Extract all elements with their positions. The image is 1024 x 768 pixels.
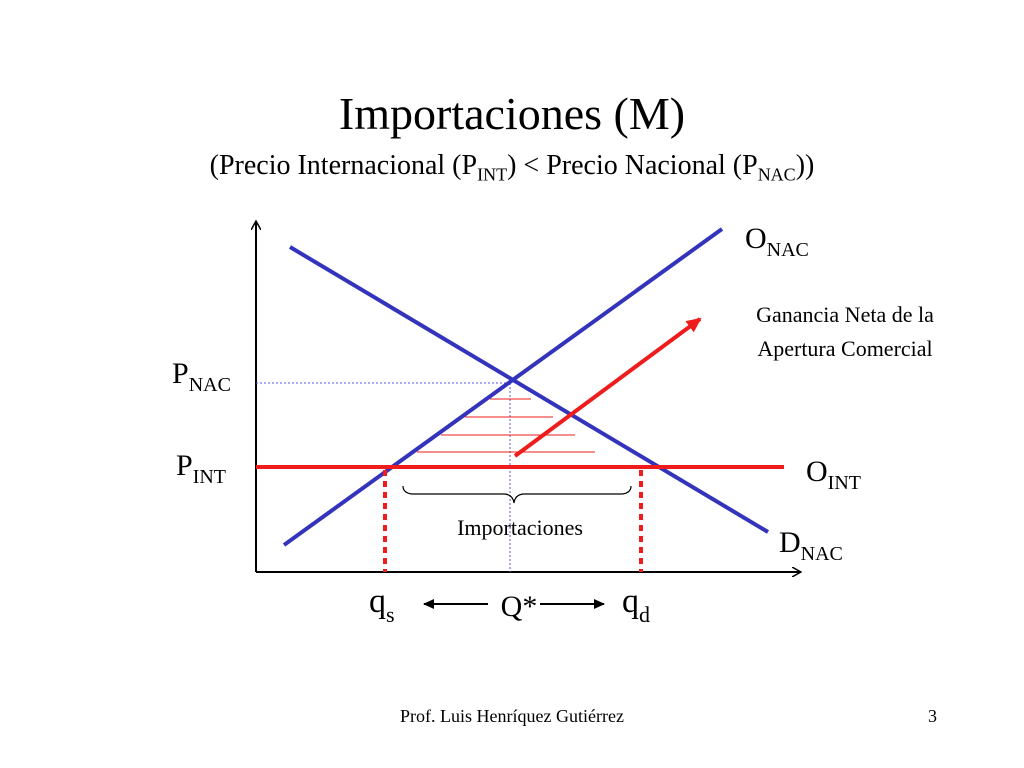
- subtitle-close: )): [795, 150, 815, 181]
- subtitle-middle: ) < Precio Nacional (P: [507, 150, 758, 181]
- slide-title: Importaciones (M): [338, 88, 686, 139]
- domestic-demand-curve: [288, 245, 770, 534]
- label-p-int: PINT: [176, 449, 226, 488]
- label-o-nac: ONAC: [745, 222, 809, 261]
- net-gain-hatching: [417, 398, 595, 453]
- label-importaciones: Importaciones: [457, 515, 583, 540]
- subtitle-pnac-sub: NAC: [757, 164, 796, 185]
- net-gain-arrow: [513, 317, 702, 458]
- domestic-supply-curve: [282, 227, 724, 547]
- subtitle-pint-sub: INT: [477, 164, 508, 185]
- label-d-nac: DNAC: [779, 526, 843, 565]
- label-o-int: OINT: [806, 455, 861, 494]
- footer-author: Prof. Luis Henríquez Gutiérrez: [400, 706, 624, 726]
- slide-subtitle: (Precio Internacional (PINT) < Precio Na…: [0, 146, 1024, 195]
- imports-brace: [402, 485, 632, 504]
- label-ganancia-line2: Apertura Comercial: [757, 336, 932, 361]
- label-q-s: qs: [369, 583, 395, 627]
- label-q-star: Q*: [501, 590, 538, 623]
- label-q-d: qd: [622, 583, 650, 627]
- footer-page-number: 3: [928, 706, 937, 726]
- subtitle-open: (Precio Internacional (P: [209, 150, 478, 181]
- label-p-nac: PNAC: [172, 357, 231, 396]
- label-ganancia-line1: Ganancia Neta de la: [756, 302, 934, 327]
